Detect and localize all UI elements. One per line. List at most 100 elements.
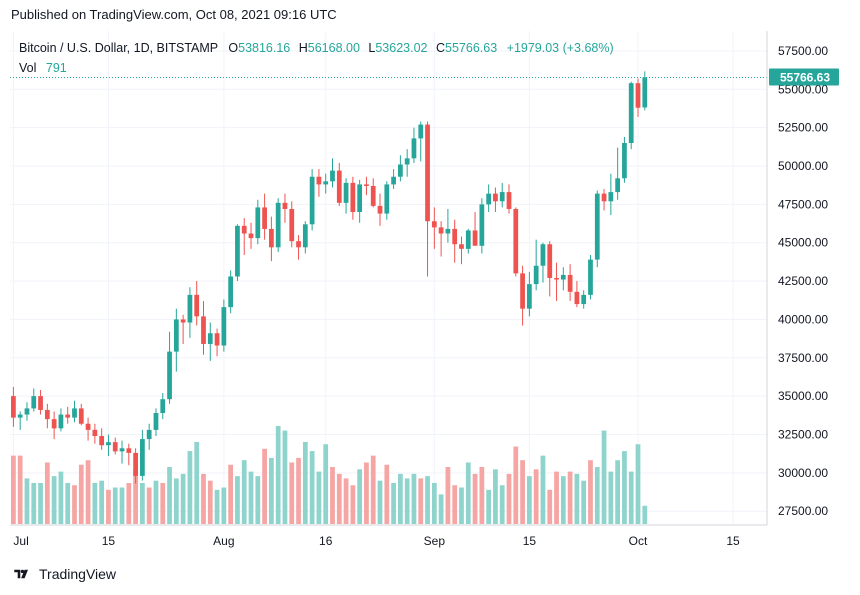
candle-body (404, 158, 410, 165)
candle-body (465, 230, 471, 249)
volume-bar (336, 473, 342, 524)
legend-low-label: L (368, 41, 375, 55)
candle (119, 440, 125, 464)
candle-body (160, 399, 166, 414)
candle (438, 221, 444, 257)
candle-body (499, 192, 505, 202)
candle-body (214, 333, 220, 346)
volume-bar (65, 482, 71, 524)
chart-frame[interactable]: 27500.00 30000.00 32500.00 35000.00 37500.00… (0, 31, 860, 556)
candle-body (567, 274, 573, 292)
volume-bar (533, 469, 539, 524)
volume-bar (31, 482, 37, 524)
candle-body (262, 207, 267, 229)
price-axis[interactable]: 27500.00 30000.00 32500.00 35000.00 37500.00… (778, 44, 828, 518)
candle (275, 198, 281, 252)
candle (445, 208, 451, 243)
candle (398, 155, 403, 182)
candle (547, 241, 553, 297)
candle (214, 328, 220, 357)
candle (201, 301, 206, 355)
volume-bar (506, 473, 512, 524)
candle-body (425, 124, 430, 222)
candle-body (459, 244, 464, 249)
volume-bar (635, 444, 641, 524)
candle-body (364, 184, 369, 186)
candle (194, 281, 200, 326)
candle-body (241, 225, 247, 234)
price-tick-label: 50000.00 (778, 159, 828, 173)
volume-bar (275, 426, 281, 524)
candle-body (520, 273, 525, 309)
volume-bar (214, 489, 220, 524)
candle-body (296, 241, 301, 248)
candle-body (588, 259, 593, 295)
candle-body (126, 448, 132, 453)
candle (296, 235, 301, 260)
candle-body (377, 205, 383, 214)
candle (465, 228, 471, 254)
volume-bar (78, 464, 84, 524)
legend-low-value: 53623.02 (375, 41, 427, 55)
candle (173, 308, 179, 372)
candle-body (187, 294, 193, 323)
volume-bar (622, 451, 627, 524)
volume-bar (608, 471, 614, 524)
legend-open-label: O (228, 41, 238, 55)
candle-body (11, 396, 16, 418)
candle-body (547, 244, 553, 278)
candle (391, 169, 396, 190)
legend-volume: Vol 791 (19, 61, 67, 75)
volume-bar (445, 467, 451, 524)
candle (323, 173, 329, 194)
legend-high-label: H (299, 41, 308, 55)
volume-bar (38, 482, 43, 524)
volume-bar (547, 489, 553, 524)
volume-bar (520, 460, 525, 524)
candle (44, 403, 50, 429)
candle (38, 389, 43, 415)
volume-bar (418, 478, 424, 524)
candle (269, 216, 274, 262)
candle-body (622, 142, 627, 179)
volume-bar (221, 487, 227, 524)
time-tick-label: Aug (213, 534, 234, 548)
volume-bar (391, 482, 396, 524)
time-axis[interactable]: Jul 15 Aug 16 Sep 15 Oct 15 (13, 534, 740, 548)
volume-bar (44, 462, 50, 524)
volume-bar (194, 441, 200, 524)
price-tick-label: 32500.00 (778, 427, 828, 441)
volume-bar (628, 471, 634, 524)
volume-bar (24, 478, 30, 524)
price-tick-label: 45000.00 (778, 236, 828, 250)
candle (601, 189, 607, 211)
footer-brand[interactable]: TradingView (39, 566, 117, 582)
candle-body (615, 178, 621, 193)
volume-bar (309, 451, 315, 524)
candle (540, 242, 546, 283)
volume-bar (302, 441, 308, 524)
volume-bar (99, 480, 105, 524)
candle-body (99, 436, 105, 446)
candle (228, 270, 234, 314)
candle (85, 417, 91, 441)
candle (527, 271, 532, 317)
candle-body (228, 276, 234, 308)
candle-body (201, 316, 206, 344)
candle-body (316, 176, 322, 185)
volume-bar (269, 457, 274, 524)
candle-body (560, 274, 566, 280)
candle-body (574, 291, 580, 305)
candle-body (411, 138, 417, 159)
price-tick-label: 55000.00 (778, 82, 828, 96)
candle-body (106, 442, 111, 446)
candle (608, 173, 614, 216)
volume-bar (112, 487, 118, 524)
volume-bar (398, 473, 403, 524)
candle (207, 322, 213, 361)
candle-body (642, 77, 648, 108)
candle (615, 147, 621, 200)
volume-bar (452, 485, 458, 524)
candle-body (608, 192, 614, 202)
volume-bar (106, 489, 111, 524)
